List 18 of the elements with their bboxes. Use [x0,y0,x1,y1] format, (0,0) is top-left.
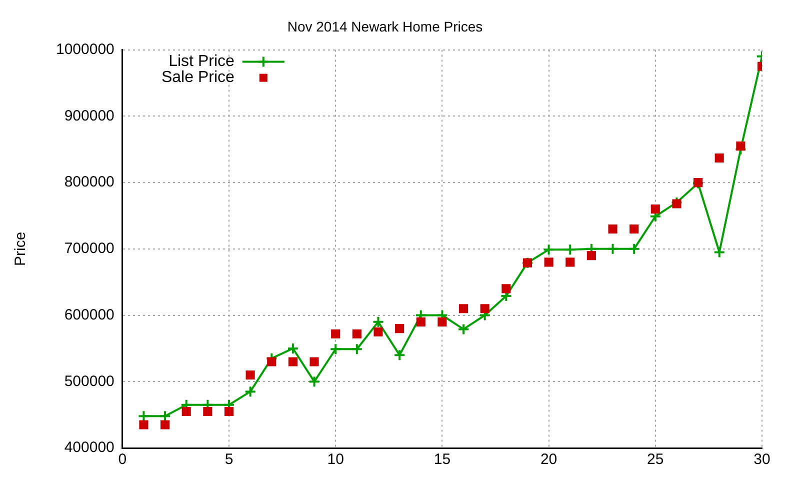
y-tick-label: 500000 [64,372,114,390]
x-tick-label: 25 [647,451,664,468]
y-tick-label: 700000 [64,240,114,258]
y-tick-label: 900000 [64,107,114,124]
y-tick-label: 600000 [64,306,114,324]
x-tick-label: 0 [118,451,127,468]
y-tick-label: 800000 [64,174,114,191]
x-tick-label: 5 [224,451,234,468]
y-tick-label: 400000 [64,439,114,456]
legend-label: List Price [168,53,234,70]
y-axis-title: Price [12,232,30,266]
x-tick-label: 30 [754,451,770,468]
x-tick-label: 15 [434,451,451,468]
x-tick-label: 10 [327,451,344,468]
legend-label: Sale Price [161,69,234,86]
chart-title: Nov 2014 Newark Home Prices [287,18,483,34]
y-tick-label: 1000000 [56,40,114,58]
x-tick-label: 20 [540,451,558,468]
